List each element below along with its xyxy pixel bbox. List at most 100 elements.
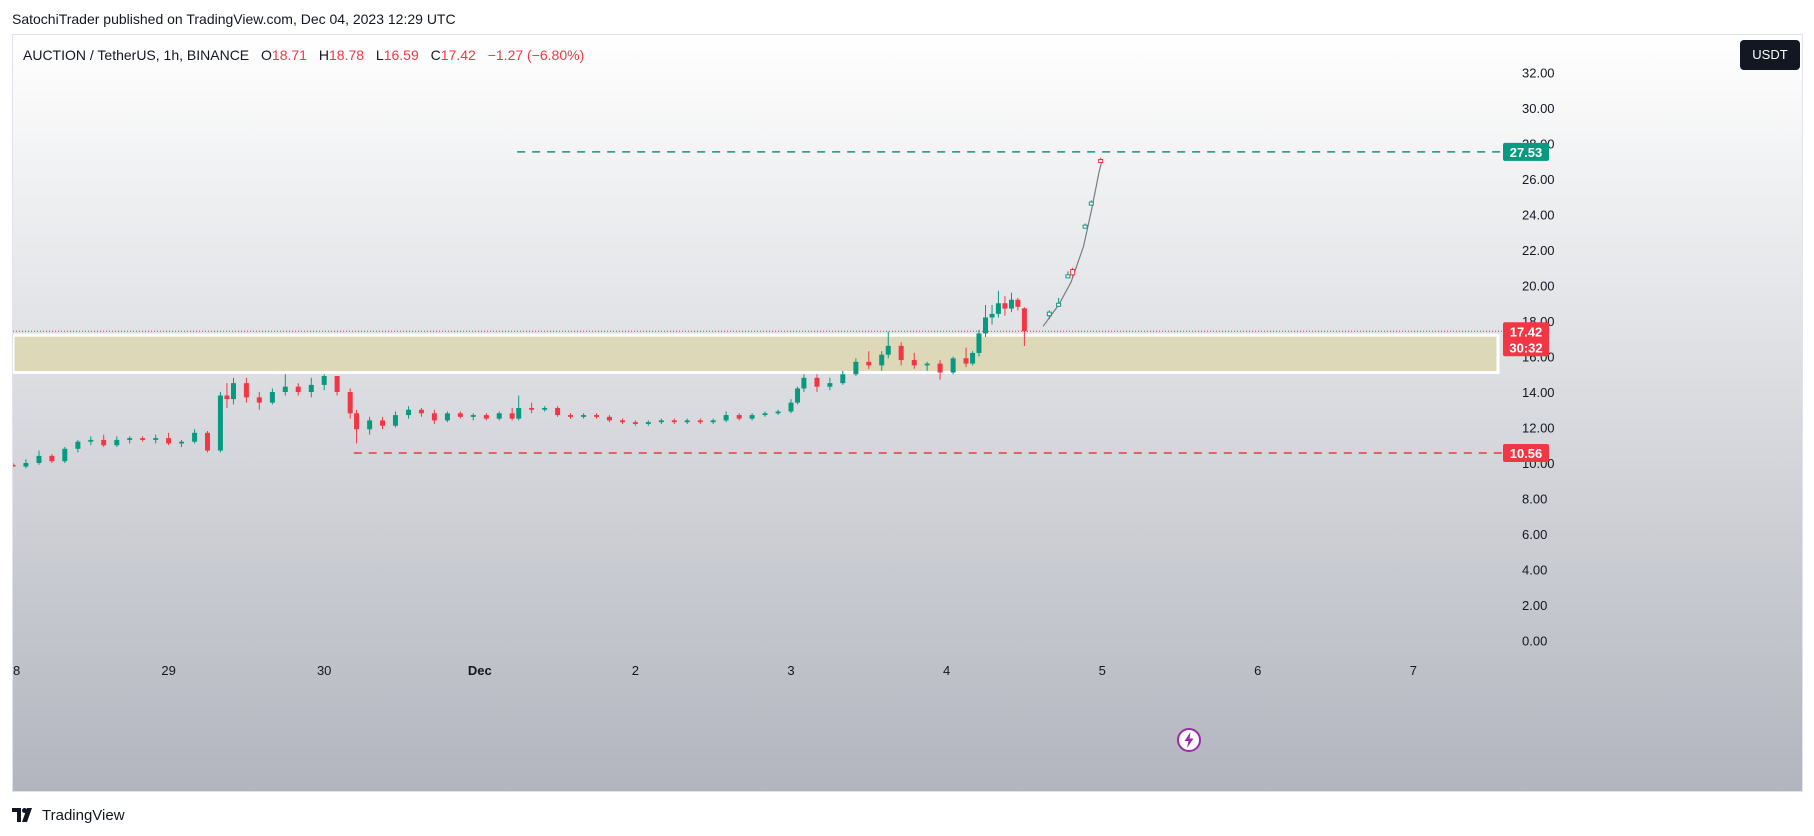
candle[interactable] [127, 436, 133, 444]
currency-button[interactable]: USDT [1740, 40, 1800, 70]
candle[interactable] [62, 447, 68, 463]
candle[interactable] [937, 360, 943, 380]
candle[interactable] [243, 377, 249, 403]
lightning-icon[interactable] [1176, 727, 1202, 753]
candle[interactable] [1008, 292, 1014, 313]
candle-body [853, 361, 859, 375]
candle[interactable] [989, 305, 995, 325]
candle[interactable] [866, 351, 872, 369]
chart-pane[interactable]: 0.00 2.00 4.00 6.00 8.00 10.00 12.00 14.00 16.00… [12, 34, 1803, 792]
candle[interactable] [140, 436, 146, 442]
candle[interactable] [970, 351, 976, 366]
candle[interactable] [1021, 307, 1027, 347]
legend-symbol[interactable]: AUCTION / TetherUS, 1h, BINANCE [23, 47, 250, 63]
candle[interactable] [684, 418, 690, 424]
candle[interactable] [406, 406, 412, 419]
candle[interactable] [431, 409, 437, 424]
candle[interactable] [23, 459, 29, 469]
candle[interactable] [645, 420, 651, 426]
candle[interactable] [496, 411, 502, 421]
candle[interactable] [347, 388, 353, 419]
candle[interactable] [418, 407, 424, 417]
candle[interactable] [308, 377, 314, 398]
candle[interactable] [827, 377, 833, 391]
stop-price-tag-bg [1503, 444, 1549, 463]
candle[interactable] [853, 358, 859, 377]
candle[interactable] [710, 418, 716, 424]
candle[interactable] [101, 434, 107, 448]
candle[interactable] [36, 450, 42, 465]
candle[interactable] [632, 420, 638, 426]
candle[interactable] [470, 413, 476, 421]
candle[interactable] [795, 386, 801, 405]
candle[interactable] [516, 395, 522, 421]
candle[interactable] [788, 399, 794, 414]
candle[interactable] [898, 342, 904, 366]
candle-body [632, 422, 638, 424]
candle[interactable] [179, 439, 185, 448]
candle[interactable] [879, 351, 885, 371]
candle[interactable] [840, 370, 846, 385]
candle[interactable] [619, 418, 625, 424]
candle[interactable] [697, 418, 703, 424]
candle[interactable] [192, 429, 198, 444]
candle[interactable] [205, 431, 210, 453]
candle[interactable] [963, 347, 969, 368]
candle[interactable] [49, 454, 55, 463]
candle[interactable] [594, 413, 599, 419]
candle[interactable] [606, 415, 612, 423]
candle[interactable] [885, 331, 891, 359]
candle[interactable] [911, 352, 917, 369]
candle[interactable] [483, 413, 489, 421]
candle[interactable] [166, 432, 172, 446]
candle[interactable] [75, 439, 81, 453]
candle[interactable] [509, 407, 515, 421]
candle[interactable] [924, 361, 930, 371]
candle[interactable] [749, 413, 755, 421]
candle[interactable] [334, 376, 340, 396]
candle[interactable] [354, 409, 360, 444]
candle[interactable] [88, 436, 94, 446]
candle[interactable] [367, 416, 373, 435]
candle[interactable] [256, 392, 262, 410]
candle[interactable] [457, 411, 463, 419]
candle[interactable] [950, 356, 956, 375]
candle[interactable] [13, 463, 16, 467]
candle[interactable] [1002, 296, 1008, 316]
candle[interactable] [282, 374, 288, 396]
candle[interactable] [736, 413, 742, 421]
candle[interactable] [542, 406, 548, 412]
candle[interactable] [976, 329, 982, 357]
candle[interactable] [380, 416, 386, 430]
candle[interactable] [321, 374, 327, 391]
candlestick-chart[interactable]: 0.002.004.006.008.0010.0012.0014.0016.00… [13, 35, 1803, 792]
candle[interactable] [114, 436, 120, 448]
candle[interactable] [444, 411, 450, 423]
candle[interactable] [775, 409, 781, 416]
candle[interactable] [995, 290, 1001, 318]
projection-candle [1056, 297, 1062, 307]
candle[interactable] [555, 406, 561, 417]
candle[interactable] [983, 305, 988, 337]
y-tick-label: 8.00 [1522, 492, 1547, 507]
candle[interactable] [801, 374, 807, 392]
candle[interactable] [568, 413, 574, 419]
support-zone-rect[interactable] [13, 333, 1500, 374]
candle[interactable] [153, 434, 159, 444]
candle[interactable] [1015, 297, 1021, 311]
candle[interactable] [230, 377, 236, 405]
candle[interactable] [269, 388, 275, 405]
candle[interactable] [814, 374, 820, 392]
candle[interactable] [529, 402, 535, 414]
candle[interactable] [217, 392, 223, 453]
candle[interactable] [723, 411, 729, 423]
tradingview-logo[interactable]: TradingView [12, 804, 125, 826]
candle[interactable] [658, 418, 664, 424]
candle[interactable] [392, 411, 398, 428]
candle[interactable] [295, 383, 301, 396]
candle[interactable] [762, 411, 768, 417]
candle[interactable] [581, 413, 587, 419]
candle[interactable] [671, 418, 677, 424]
candle[interactable] [224, 383, 230, 408]
